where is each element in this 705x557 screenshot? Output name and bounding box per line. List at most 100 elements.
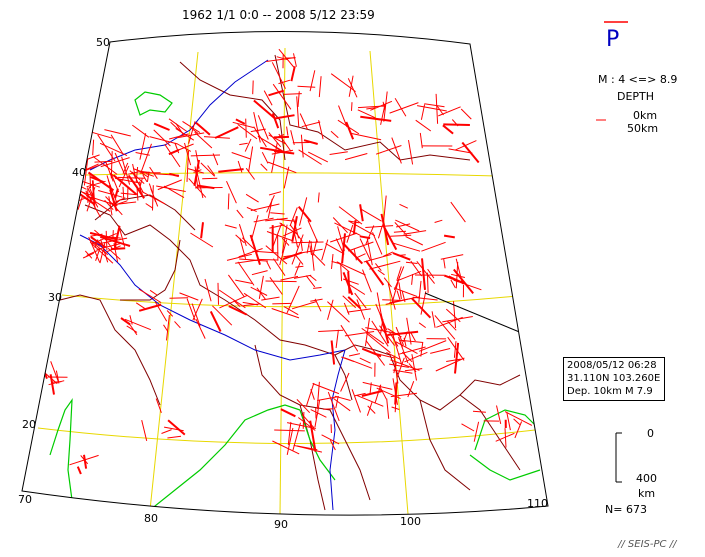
p-axis-mark xyxy=(253,111,261,143)
p-axis-mark xyxy=(430,348,451,354)
p-axis-mark xyxy=(271,142,278,173)
p-axis-mark xyxy=(443,234,455,239)
p-axis-mark xyxy=(142,174,148,182)
p-axis-mark xyxy=(50,361,60,384)
p-axis-mark xyxy=(388,331,399,347)
p-axis-mark xyxy=(245,118,247,138)
p-axis-mark xyxy=(226,180,237,204)
p-axis-mark xyxy=(435,357,465,372)
scale-bottom-label: 400 xyxy=(636,472,657,485)
p-axis-mark xyxy=(360,208,382,222)
p-axis-mark xyxy=(342,242,364,265)
p-axis-mark xyxy=(271,62,286,89)
p-axis-mark xyxy=(283,166,290,189)
p-axis-mark xyxy=(286,285,300,314)
lon-label-110: 110 xyxy=(527,497,548,510)
p-axis-mark xyxy=(356,394,384,407)
p-axis-mark xyxy=(239,237,247,260)
p-axis-mark xyxy=(239,258,268,262)
p-axis-mark xyxy=(164,143,181,168)
p-axis-mark xyxy=(273,150,295,155)
p-axis-mark xyxy=(286,126,289,136)
p-axis-mark xyxy=(100,157,130,168)
p-axis-mark xyxy=(166,314,170,341)
p-axis-mark xyxy=(293,274,312,279)
p-axis-mark xyxy=(421,258,426,290)
p-axis-mark xyxy=(307,219,319,243)
p-axis-mark xyxy=(251,270,268,276)
p-axis-mark xyxy=(514,421,523,439)
p-axis-mark xyxy=(450,279,456,289)
p-axis-mark xyxy=(256,287,267,300)
p-axis-mark xyxy=(77,195,84,210)
p-axis-mark xyxy=(360,115,392,122)
p-axis-mark xyxy=(370,100,393,111)
p-axis-mark xyxy=(145,203,154,209)
p-axis-mark xyxy=(129,315,133,325)
p-axis-mark xyxy=(376,292,383,318)
p-axis-mark xyxy=(253,99,276,120)
p-axis-mark xyxy=(317,396,339,401)
p-axis-mark xyxy=(411,274,414,285)
p-axis-mark xyxy=(153,129,171,147)
arabian-coast xyxy=(49,397,73,501)
p-axis-mark xyxy=(347,271,351,294)
p-axis-mark xyxy=(99,242,106,264)
p-axis-mark xyxy=(404,351,428,363)
p-axis-mark xyxy=(410,332,416,342)
p-axis-mark xyxy=(299,113,309,130)
p-axis-mark xyxy=(506,411,511,431)
p-axis-mark xyxy=(394,98,407,117)
p-axis-mark xyxy=(122,186,125,199)
p-axis-mark xyxy=(318,119,324,140)
mechanism-label: P xyxy=(606,27,620,52)
p-axis-mark xyxy=(90,176,104,184)
p-axis-mark xyxy=(237,124,258,140)
p-axis-mark xyxy=(383,91,388,122)
p-axis-mark xyxy=(110,134,124,155)
p-axis-mark xyxy=(348,220,360,224)
magnitude-range: M : 4 <=> 8.9 xyxy=(598,73,678,86)
p-axis-mark xyxy=(411,354,417,381)
p-axis-mark xyxy=(327,301,350,323)
p-axis-mark xyxy=(372,232,383,255)
p-axis-mark xyxy=(296,96,300,128)
p-axis-mark xyxy=(139,133,147,160)
p-axis-mark xyxy=(193,169,202,173)
depth-0-label: 0km xyxy=(633,109,658,122)
p-axis-mark xyxy=(218,168,244,173)
grid-lat-30 xyxy=(61,294,518,308)
p-axis-mark xyxy=(168,118,187,132)
grid-lat-40 xyxy=(84,172,498,177)
p-axis-mark xyxy=(90,236,107,249)
p-axis-mark xyxy=(184,142,192,166)
p-axis-mark xyxy=(305,275,316,288)
p-axis-mark xyxy=(391,137,402,164)
p-axis-mark xyxy=(369,260,401,270)
p-axis-mark xyxy=(293,230,299,248)
p-axis-mark xyxy=(218,289,246,309)
river-south xyxy=(79,234,346,361)
p-axis-mark xyxy=(342,295,357,309)
p-axis-mark xyxy=(266,194,275,213)
p-axis-mark xyxy=(132,124,150,138)
p-axis-mark xyxy=(188,178,207,198)
p-axis-mark xyxy=(337,119,360,135)
p-axis-mark xyxy=(227,274,245,297)
p-axis-mark xyxy=(380,319,384,334)
p-axis-mark xyxy=(442,124,454,135)
p-axis-mark xyxy=(442,316,473,323)
p-axis-mark xyxy=(396,270,422,282)
p-axis-mark xyxy=(127,174,143,196)
scale-unit-label: km xyxy=(638,487,656,500)
p-axis-mark xyxy=(393,230,407,233)
p-axis-mark xyxy=(156,185,186,192)
p-axis-mark xyxy=(330,73,356,93)
p-axis-mark xyxy=(310,298,323,302)
p-axis-mark xyxy=(344,331,375,337)
p-axis-mark xyxy=(92,139,95,156)
p-axis-mark xyxy=(310,389,315,400)
p-axis-mark xyxy=(438,106,461,117)
p-axis-mark xyxy=(309,420,317,452)
p-axis-mark xyxy=(297,85,316,88)
